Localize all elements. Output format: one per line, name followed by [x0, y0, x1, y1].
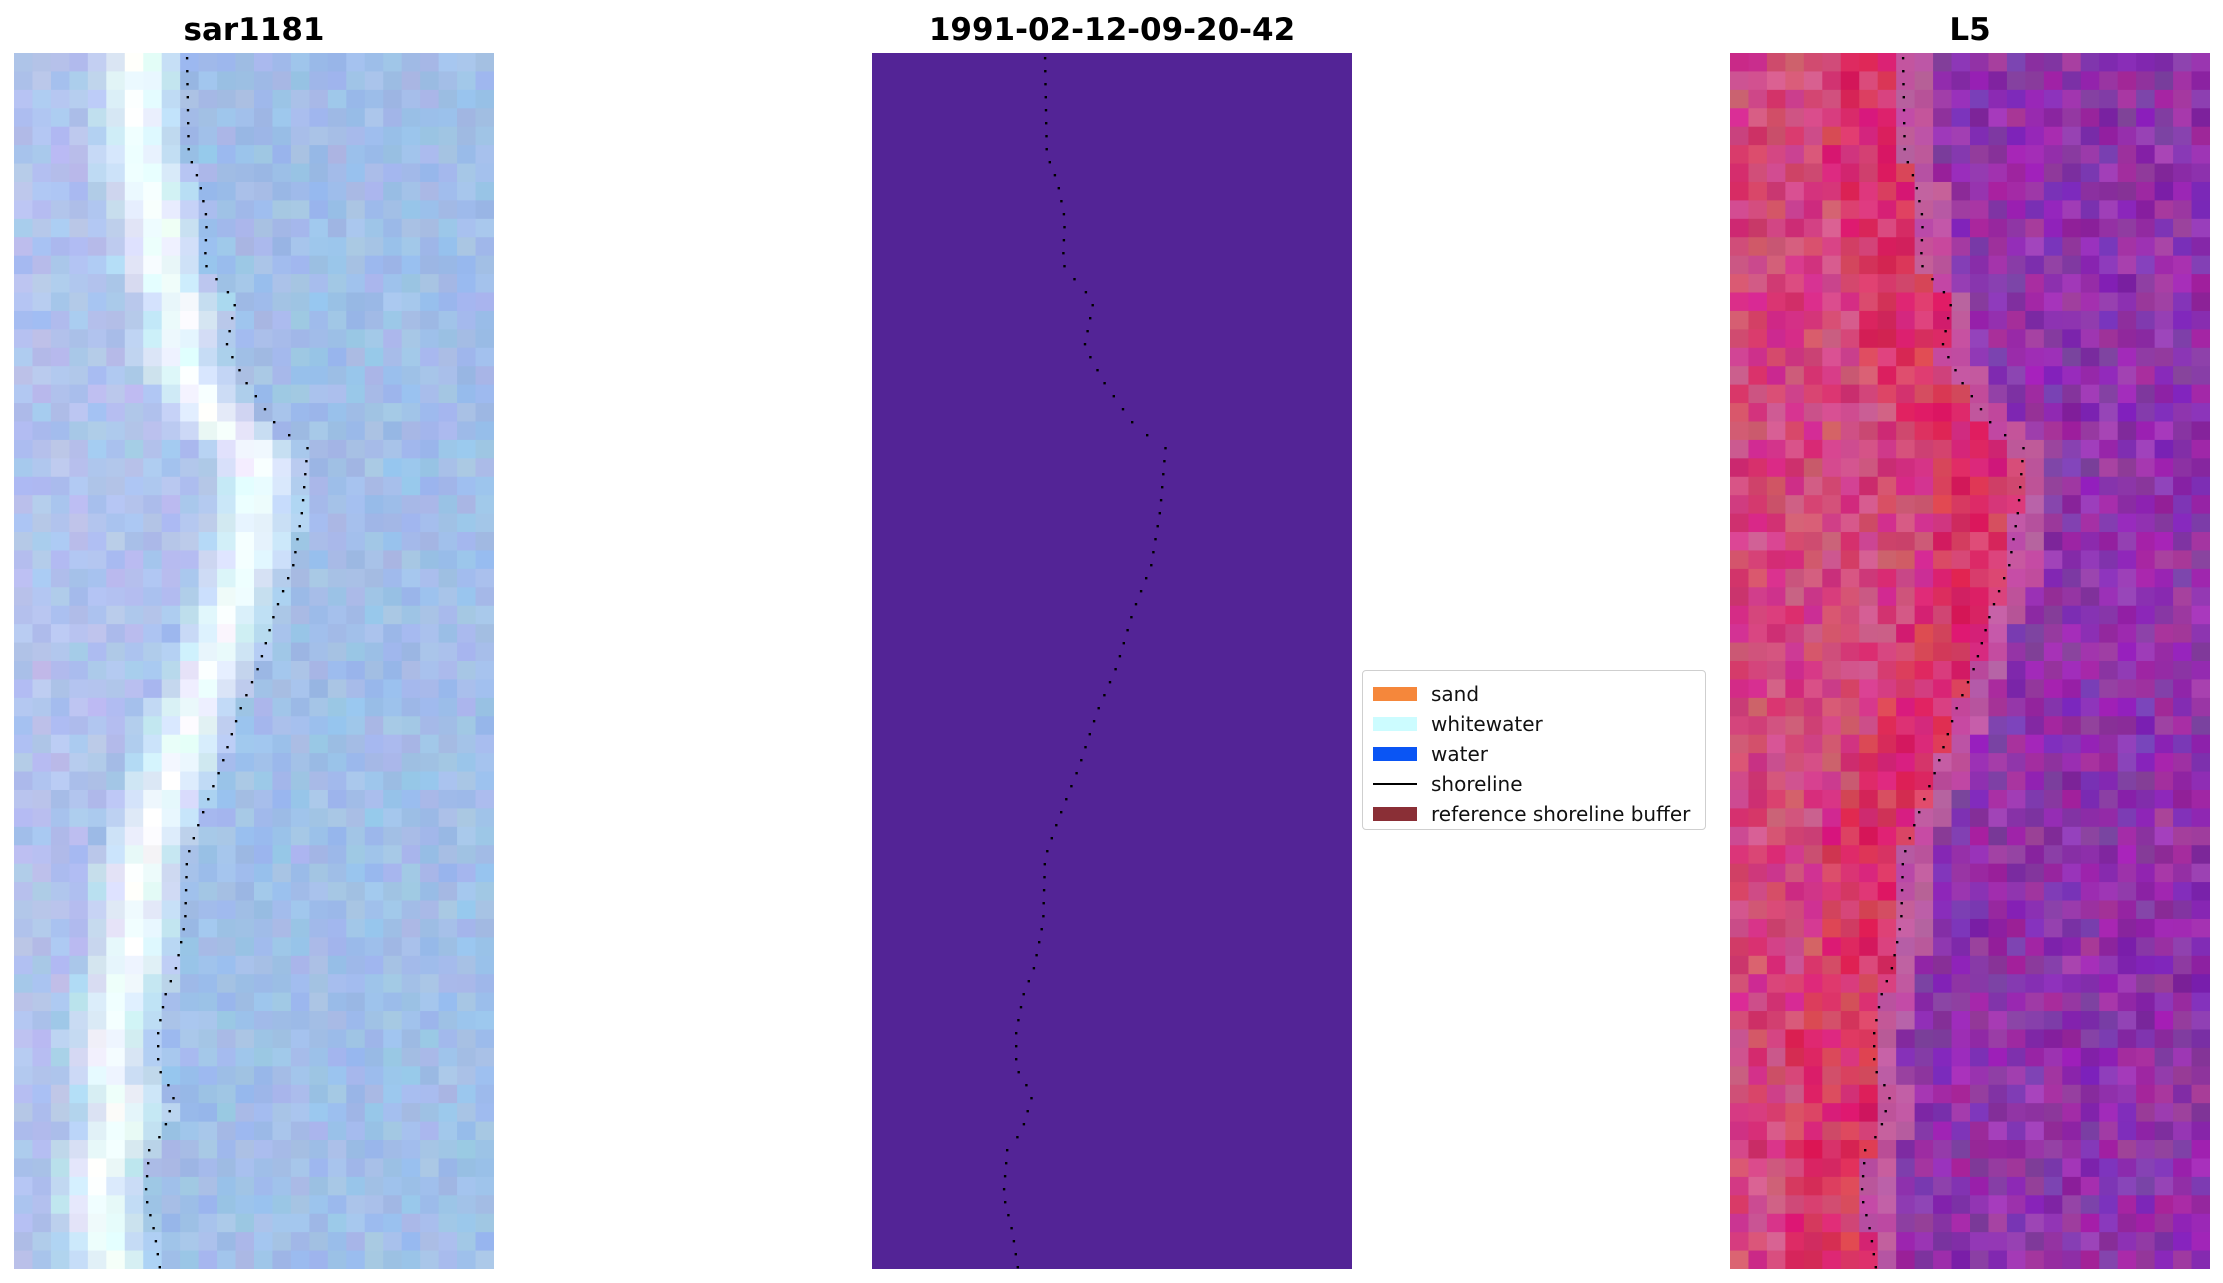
legend-label: sand — [1431, 682, 1479, 706]
legend-item-reference-buffer: reference shoreline buffer — [1373, 799, 1695, 829]
panel-title-rgb: sar1181 — [14, 8, 494, 52]
shoreline-line-swatch — [1373, 783, 1417, 785]
water-swatch — [1373, 747, 1417, 761]
index-image — [1730, 53, 2210, 1269]
whitewater-swatch — [1373, 717, 1417, 731]
classified-image-panel — [872, 53, 1352, 1269]
legend-item-sand: sand — [1373, 679, 1695, 709]
rgb-image-panel — [14, 53, 494, 1269]
index-image-panel — [1730, 53, 2210, 1269]
rgb-image — [14, 53, 494, 1269]
reference-buffer-swatch — [1373, 807, 1417, 821]
panel-title-classified: 1991-02-12-09-20-42 — [872, 8, 1352, 52]
legend-label: shoreline — [1431, 772, 1523, 796]
legend-label: whitewater — [1431, 712, 1543, 736]
legend-item-whitewater: whitewater — [1373, 709, 1695, 739]
legend-item-water: water — [1373, 739, 1695, 769]
sand-swatch — [1373, 687, 1417, 701]
classified-image — [872, 53, 1352, 1269]
legend-item-shoreline: shoreline — [1373, 769, 1695, 799]
legend-label: water — [1431, 742, 1488, 766]
panel-title-index: L5 — [1730, 8, 2210, 52]
legend-label: reference shoreline buffer — [1431, 802, 1690, 826]
legend: sand whitewater water shoreline referenc… — [1362, 670, 1706, 830]
